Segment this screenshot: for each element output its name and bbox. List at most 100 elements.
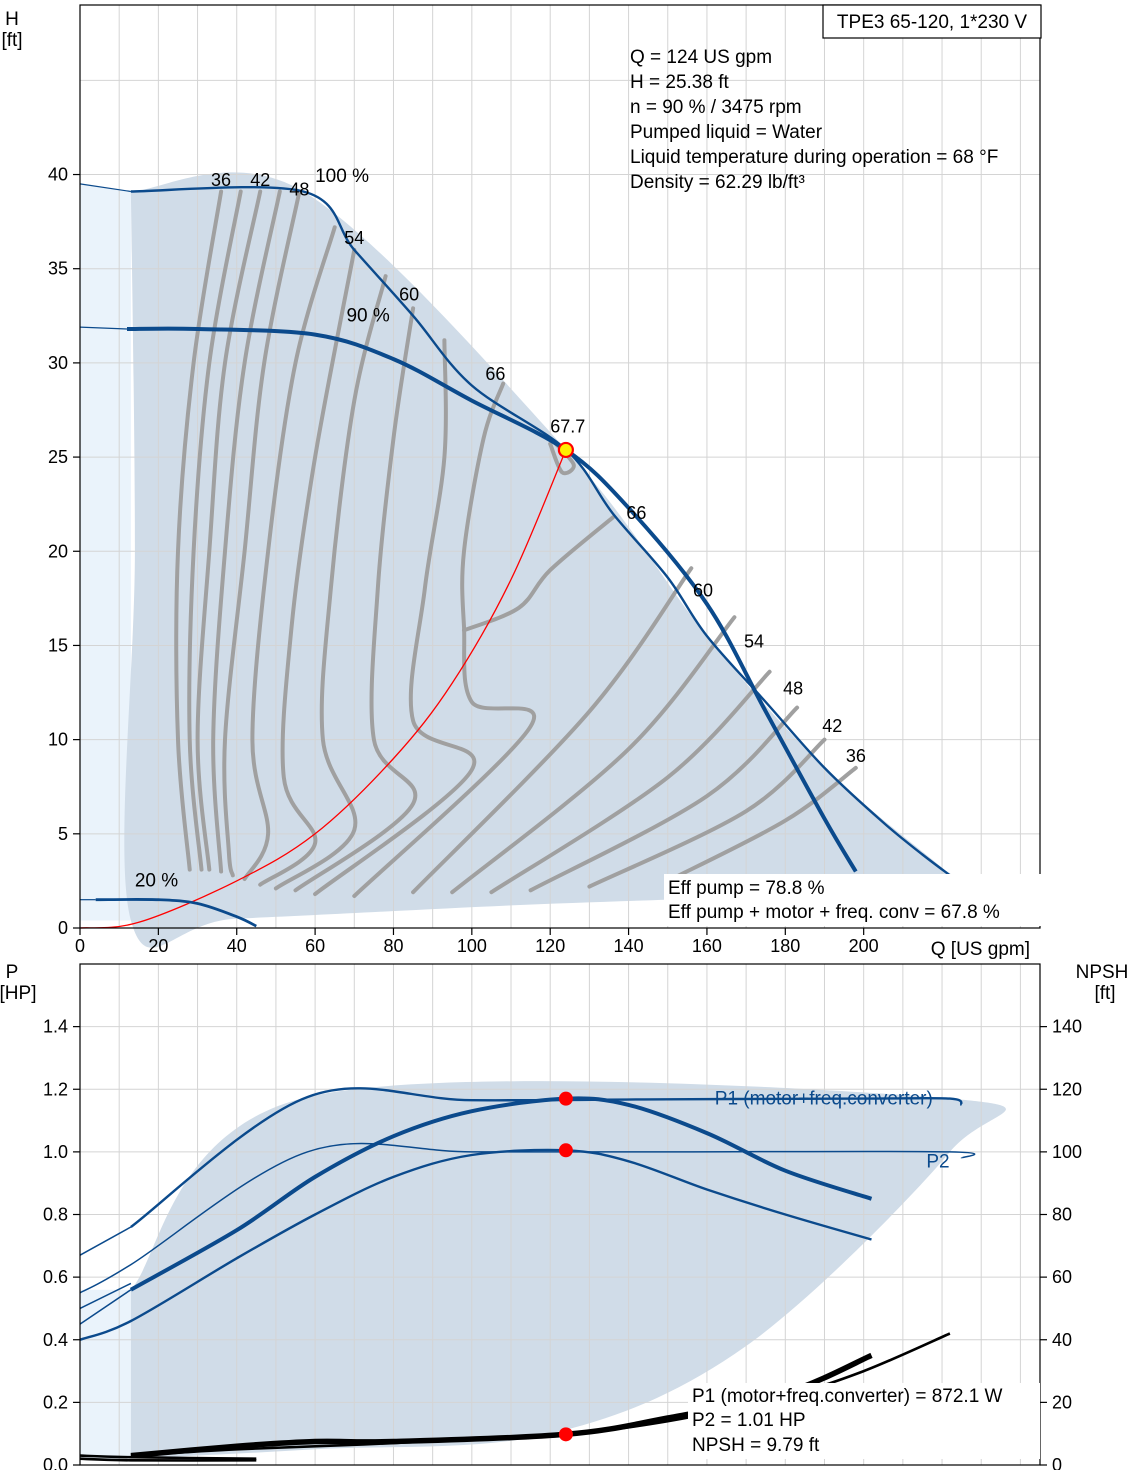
qh-info-box: Q = 124 US gpm H = 25.38 ft n = 90 % / 3… [630, 47, 998, 193]
efficiency-contour-4 [211, 189, 282, 874]
info-line-density: Density = 62.29 lb/ft³ [630, 172, 805, 193]
efficiency-label: 60 [399, 285, 419, 305]
qh-x-tick-label: 180 [770, 936, 800, 956]
qh-x-tick-label: 20 [148, 936, 168, 956]
power-y-tick-label: 1.4 [43, 1017, 68, 1037]
qh-extension-line-2 [79, 326, 128, 330]
power-curve-ext-2 [79, 1289, 132, 1325]
npsh-axis-title: NPSH [1076, 962, 1129, 983]
result-npsh: NPSH = 9.79 ft [692, 1435, 820, 1456]
efficiency-contour-1 [174, 189, 224, 872]
efficiency-label: 48 [289, 179, 309, 199]
efficiency-label: 48 [783, 678, 803, 698]
npsh-y-tick-label: 140 [1052, 1017, 1082, 1037]
qh-x-tick-label: 120 [535, 936, 565, 956]
efficiency-contour-3 [195, 189, 263, 872]
qh-curve-100 [130, 186, 951, 877]
qh-plot-frame [79, 4, 1041, 929]
efficiency-contour-16 [489, 669, 772, 895]
qh-x-tick-label: 60 [305, 936, 325, 956]
npsh-y-tick-label: 80 [1052, 1205, 1072, 1225]
qh-curve-20 [95, 898, 257, 928]
efficiency-contour-7 [258, 247, 357, 887]
power-curve-label-p1-motor-freq-converter: P1 (motor+freq.converter) [715, 1089, 933, 1110]
efficiency-label: 42 [822, 716, 842, 736]
info-line-speed: n = 90 % / 3475 rpm [630, 97, 802, 118]
efficiency-contour-11 [352, 381, 536, 898]
system-curve [79, 449, 567, 929]
npsh-y-tick-label: 120 [1052, 1079, 1082, 1099]
power-result-box: P1 (motor+freq.converter) = 872.1 W P2 =… [688, 1383, 1040, 1459]
power-y-tick-label: 0.0 [43, 1455, 68, 1470]
efficiency-contour-18 [587, 737, 827, 889]
npsh-curve-npsh-low [79, 1454, 257, 1460]
power-duty-marker-3 [558, 1427, 573, 1442]
p-y-axis-unit: [HP] [0, 983, 36, 1004]
qh-y-axis-unit: [ft] [1, 30, 22, 51]
power-y-tick-label: 0.2 [43, 1392, 68, 1412]
qh-y-tick-label: 10 [48, 730, 68, 750]
efficiency-contour-12 [462, 515, 615, 633]
qh-x-tick-label: 200 [849, 936, 879, 956]
qh-x-tick-label: 100 [457, 936, 487, 956]
efficiency-label: 36 [211, 170, 231, 190]
npsh-y-tick-label: 100 [1052, 1142, 1082, 1162]
efficiency-label: 66 [485, 364, 505, 384]
efficiency-label: 36 [846, 746, 866, 766]
power-y-tick-label: 0.4 [43, 1330, 68, 1350]
power-npsh-chart: P1 (motor+freq.converter) P2 0.0 0.2 0.4 0.6… [0, 962, 1128, 1470]
result-eff-total: Eff pump + motor + freq. conv = 67.8 % [668, 902, 1000, 923]
info-line-head: H = 25.38 ft [630, 72, 729, 93]
duty-point-efficiency-label: 67.7 [550, 417, 585, 437]
model-title-box: TPE3 65-120, 1*230 V [822, 4, 1042, 39]
info-line-flow: Q = 124 US gpm [630, 47, 772, 68]
power-curve-label-p2: P2 [926, 1151, 949, 1172]
efficiency-contour-8 [273, 274, 388, 891]
npsh-y-tick-label: 20 [1052, 1392, 1072, 1412]
info-line-liquid: Pumped liquid = Water [630, 122, 823, 143]
duty-point-marker [557, 441, 574, 459]
qh-y-tick-label: 15 [48, 635, 68, 655]
efficiency-contour-10 [313, 338, 477, 897]
efficiency-contour-5 [222, 189, 302, 878]
qh-x-tick-label: 0 [75, 936, 85, 956]
qh-curve-label-20: 20 % [135, 871, 178, 892]
power-y-tick-label: 0.8 [43, 1205, 68, 1225]
qh-x-tick-label: 80 [383, 936, 403, 956]
qh-y-tick-label: 25 [48, 447, 68, 467]
qh-operating-region [124, 172, 965, 948]
efficiency-label: 54 [344, 228, 364, 248]
qh-x-tick-label: 40 [227, 936, 247, 956]
efficiency-label: 60 [693, 580, 713, 600]
efficiency-contour-9 [293, 306, 418, 893]
qh-extension-line-1 [79, 183, 131, 193]
qh-y-tick-label: 35 [48, 259, 68, 279]
power-duty-marker-2 [558, 1143, 573, 1158]
qh-y-tick-label: 40 [48, 165, 68, 185]
efficiency-contour-15 [450, 615, 737, 895]
power-y-tick-label: 1.0 [43, 1142, 68, 1162]
qh-extended-region [80, 183, 131, 921]
efficiency-contour-2 [187, 189, 243, 872]
power-curve-ext-1 [79, 1282, 132, 1310]
efficiency-label: 54 [744, 631, 764, 651]
model-title: TPE3 65-120, 1*230 V [837, 12, 1027, 33]
result-eff-pump: Eff pump = 78.8 % [668, 878, 825, 899]
info-line-temperature: Liquid temperature during operation = 68… [630, 147, 998, 168]
power-curve-p2-max [79, 1142, 976, 1294]
npsh-y-tick-label: 0 [1052, 1455, 1062, 1470]
power-operating-region [130, 1081, 1006, 1459]
qh-y-tick-label: 0 [58, 918, 68, 938]
npsh-curve-npsh-low-2 [79, 1457, 257, 1462]
power-curve-p2-90 [79, 1148, 872, 1341]
qh-chart: 100 %90 %20 %36 42 4854606666605448423667.… [1, 4, 1042, 960]
efficiency-contour-6 [242, 225, 337, 881]
power-duty-marker-1 [558, 1091, 573, 1106]
efficiency-contour-14 [411, 566, 694, 895]
npsh-axis-unit: [ft] [1094, 983, 1115, 1004]
qh-y-tick-label: 20 [48, 541, 68, 561]
qh-curve-label-100: 100 % [315, 166, 369, 187]
qh-y-tick-label: 5 [58, 824, 68, 844]
